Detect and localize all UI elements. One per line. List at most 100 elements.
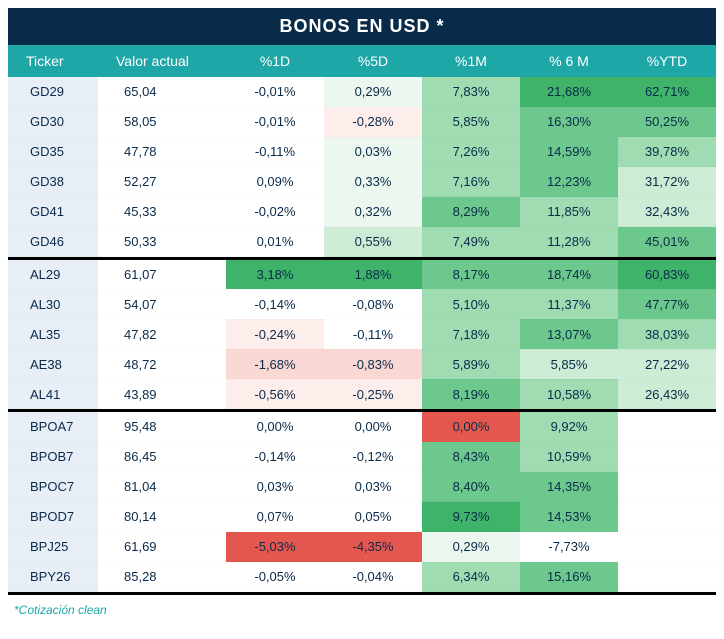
footnote: *Cotización clean [8, 595, 716, 621]
cell-m1: 7,18% [422, 319, 520, 349]
cell-ytd [618, 472, 716, 502]
cell-m6: 5,85% [520, 349, 618, 379]
cell-m1: 7,49% [422, 227, 520, 257]
cell-ytd [618, 412, 716, 442]
cell-valor: 61,69 [98, 532, 226, 562]
cell-ytd: 45,01% [618, 227, 716, 257]
cell-ticker: GD35 [8, 137, 98, 167]
cell-ytd: 50,25% [618, 107, 716, 137]
cell-m6: 12,23% [520, 167, 618, 197]
cell-d1: -0,05% [226, 562, 324, 592]
cell-d5: -0,25% [324, 379, 422, 409]
cell-ticker: AL35 [8, 319, 98, 349]
table-row: AL3054,07-0,14%-0,08%5,10%11,37%47,77% [8, 289, 716, 319]
cell-d5: 0,00% [324, 412, 422, 442]
col-header-d5: %5D [324, 45, 422, 77]
cell-d1: 0,09% [226, 167, 324, 197]
cell-m1: 5,10% [422, 289, 520, 319]
cell-d5: 1,88% [324, 260, 422, 290]
table-row: AL3547,82-0,24%-0,11%7,18%13,07%38,03% [8, 319, 716, 349]
cell-valor: 52,27 [98, 167, 226, 197]
col-header-valor: Valor actual [98, 45, 226, 77]
table-row: AL4143,89-0,56%-0,25%8,19%10,58%26,43% [8, 379, 716, 409]
cell-m1: 8,17% [422, 260, 520, 290]
cell-m1: 6,34% [422, 562, 520, 592]
cell-valor: 85,28 [98, 562, 226, 592]
cell-valor: 45,33 [98, 197, 226, 227]
cell-valor: 54,07 [98, 289, 226, 319]
cell-d5: -0,28% [324, 107, 422, 137]
cell-d5: -0,12% [324, 442, 422, 472]
cell-d1: 0,00% [226, 412, 324, 442]
cell-ytd [618, 442, 716, 472]
cell-d1: 0,01% [226, 227, 324, 257]
cell-m1: 7,83% [422, 77, 520, 107]
cell-m6: 11,85% [520, 197, 618, 227]
cell-d1: -0,24% [226, 319, 324, 349]
cell-ytd: 47,77% [618, 289, 716, 319]
cell-ticker: AL30 [8, 289, 98, 319]
cell-m1: 0,29% [422, 532, 520, 562]
cell-ticker: BPJ25 [8, 532, 98, 562]
cell-m1: 7,16% [422, 167, 520, 197]
cell-d1: 0,07% [226, 502, 324, 532]
table-row: AL2961,073,18%1,88%8,17%18,74%60,83% [8, 260, 716, 290]
table-row: GD4145,33-0,02%0,32%8,29%11,85%32,43% [8, 197, 716, 227]
cell-ticker: BPOB7 [8, 442, 98, 472]
cell-valor: 65,04 [98, 77, 226, 107]
cell-valor: 43,89 [98, 379, 226, 409]
col-header-m1: %1M [422, 45, 520, 77]
cell-d5: 0,33% [324, 167, 422, 197]
table-row: GD3547,78-0,11%0,03%7,26%14,59%39,78% [8, 137, 716, 167]
cell-d1: 0,03% [226, 472, 324, 502]
cell-d1: -0,02% [226, 197, 324, 227]
cell-ytd [618, 502, 716, 532]
table-row: GD3058,05-0,01%-0,28%5,85%16,30%50,25% [8, 107, 716, 137]
cell-ytd: 60,83% [618, 260, 716, 290]
cell-m6: 11,28% [520, 227, 618, 257]
cell-ticker: GD38 [8, 167, 98, 197]
cell-ytd: 38,03% [618, 319, 716, 349]
cell-m1: 5,85% [422, 107, 520, 137]
cell-d5: 0,03% [324, 472, 422, 502]
cell-m6: 9,92% [520, 412, 618, 442]
cell-valor: 47,82 [98, 319, 226, 349]
cell-valor: 61,07 [98, 260, 226, 290]
cell-ticker: BPOA7 [8, 412, 98, 442]
col-header-d1: %1D [226, 45, 324, 77]
table-row: BPOB786,45-0,14%-0,12%8,43%10,59% [8, 442, 716, 472]
cell-d5: 0,03% [324, 137, 422, 167]
cell-d5: -0,83% [324, 349, 422, 379]
cell-ticker: GD41 [8, 197, 98, 227]
cell-m1: 8,19% [422, 379, 520, 409]
cell-d5: 0,05% [324, 502, 422, 532]
cell-ytd [618, 532, 716, 562]
table-row: BPJ2561,69-5,03%-4,35%0,29%-7,73% [8, 532, 716, 562]
table-row: BPOC781,040,03%0,03%8,40%14,35% [8, 472, 716, 502]
cell-m1: 8,43% [422, 442, 520, 472]
cell-m1: 8,29% [422, 197, 520, 227]
cell-d5: -0,04% [324, 562, 422, 592]
cell-valor: 95,48 [98, 412, 226, 442]
cell-m6: 10,58% [520, 379, 618, 409]
cell-valor: 86,45 [98, 442, 226, 472]
cell-ticker: GD30 [8, 107, 98, 137]
cell-ticker: GD29 [8, 77, 98, 107]
table-title: BONOS EN USD * [8, 8, 716, 45]
cell-d5: 0,32% [324, 197, 422, 227]
cell-ytd: 39,78% [618, 137, 716, 167]
cell-ytd [618, 562, 716, 592]
cell-ytd: 62,71% [618, 77, 716, 107]
cell-ytd: 27,22% [618, 349, 716, 379]
cell-d1: -0,01% [226, 77, 324, 107]
cell-d1: -0,14% [226, 442, 324, 472]
cell-ticker: BPOC7 [8, 472, 98, 502]
cell-m1: 0,00% [422, 412, 520, 442]
cell-m6: 16,30% [520, 107, 618, 137]
table-row: GD3852,270,09%0,33%7,16%12,23%31,72% [8, 167, 716, 197]
cell-m6: -7,73% [520, 532, 618, 562]
table-row: BPOA795,480,00%0,00%0,00%9,92% [8, 412, 716, 442]
cell-m6: 21,68% [520, 77, 618, 107]
cell-d1: -0,01% [226, 107, 324, 137]
col-header-ticker: Ticker [8, 45, 98, 77]
